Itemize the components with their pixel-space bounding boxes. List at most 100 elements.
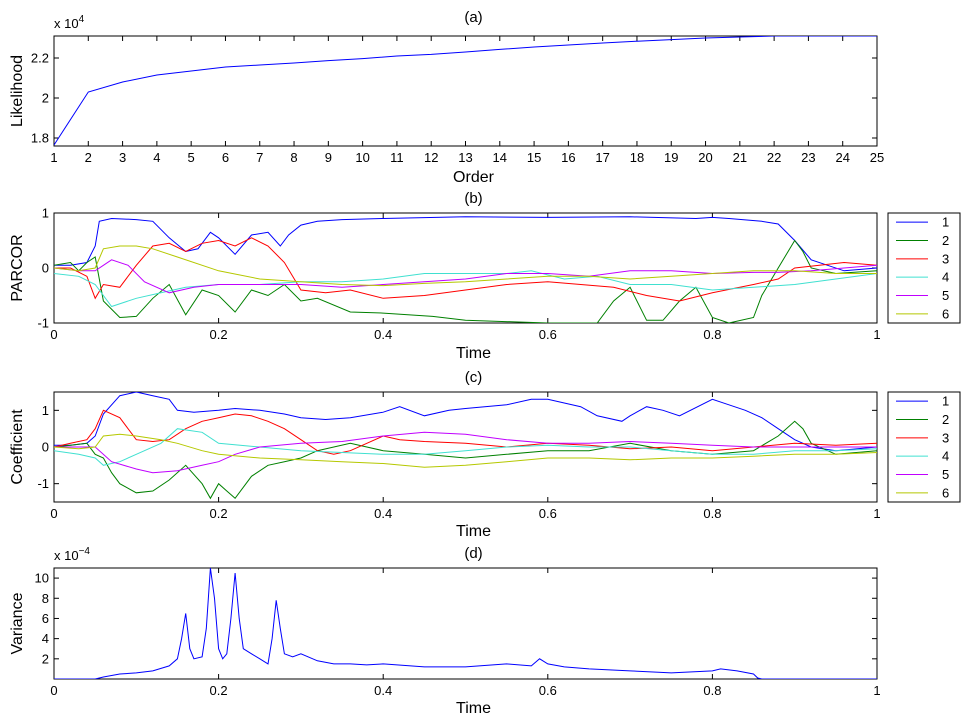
y-axis-label: PARCOR xyxy=(9,234,26,301)
x-tick-label: 16 xyxy=(561,150,575,165)
x-tick-label: 0.2 xyxy=(210,506,228,521)
series-line-1 xyxy=(54,216,877,272)
x-tick-label: 12 xyxy=(424,150,438,165)
x-tick-label: 11 xyxy=(390,150,404,165)
legend-box xyxy=(887,212,961,324)
x-tick-label: 3 xyxy=(119,150,126,165)
axis-exponent: x 10−4 xyxy=(54,546,90,563)
y-tick-label: 6 xyxy=(42,611,49,626)
x-tick-label: 0.6 xyxy=(539,683,557,698)
plot-frame xyxy=(53,212,878,324)
legend-label: 5 xyxy=(942,288,949,303)
y-axis-label: Coefficient xyxy=(9,409,26,485)
x-axis-label: Time xyxy=(456,700,491,717)
x-tick-label: 2 xyxy=(85,150,92,165)
y-axis-label: Variance xyxy=(9,592,26,654)
series-line-2 xyxy=(54,239,877,323)
series-line-5 xyxy=(54,431,877,474)
plot-frame xyxy=(53,567,878,680)
x-tick-label: 5 xyxy=(188,150,195,165)
legend: 1 2 3 4 5 6 xyxy=(887,212,961,324)
x-tick-label: 1 xyxy=(873,327,880,342)
chart-title: (a) xyxy=(464,9,482,26)
y-tick-label: 2 xyxy=(42,651,49,666)
y-tick-label: 0 xyxy=(42,261,49,276)
legend-label: 2 xyxy=(942,412,949,427)
x-tick-label: 0.8 xyxy=(703,683,721,698)
x-tick-label: 0 xyxy=(50,327,57,342)
chart-a: 1 2 3 4 5 6 7 8 9 10 11 12 13 14 15 16 17 18 19 20 21 22 23 24 2… xyxy=(9,9,884,186)
legend-label: 4 xyxy=(942,449,949,464)
legend-label: 6 xyxy=(942,306,949,321)
chart-title: (d) xyxy=(464,545,482,562)
x-tick-label: 24 xyxy=(835,150,849,165)
x-tick-label: 14 xyxy=(493,150,507,165)
chart-d: 0 0.2 0.4 0.6 0.8 1 2 4 6 8 10 x 10−4 (d) Time Varianc… xyxy=(9,545,881,717)
x-tick-label: 0.2 xyxy=(210,683,228,698)
y-tick-label: 10 xyxy=(35,571,49,586)
y-tick-label: 0 xyxy=(42,440,49,455)
x-tick-label: 1 xyxy=(50,150,57,165)
legend-label: 6 xyxy=(942,485,949,500)
x-axis-label: Time xyxy=(456,523,491,540)
series-line-3 xyxy=(54,237,877,302)
x-tick-label: 0.6 xyxy=(539,327,557,342)
x-tick-label: 22 xyxy=(767,150,781,165)
chart-title: (c) xyxy=(465,369,483,386)
x-tick-label: 6 xyxy=(222,150,229,165)
legend-label: 2 xyxy=(942,233,949,248)
x-tick-label: 1 xyxy=(873,683,880,698)
legend-label: 3 xyxy=(942,251,949,266)
x-tick-label: 0.2 xyxy=(210,327,228,342)
exponent-power: −4 xyxy=(79,546,91,557)
y-axis-label: Likelihood xyxy=(9,55,26,127)
series-line-6 xyxy=(54,433,877,468)
axis-exponent: x 104 xyxy=(54,14,85,31)
x-tick-label: 18 xyxy=(630,150,644,165)
x-tick-label: 15 xyxy=(527,150,541,165)
x-tick-label: 1 xyxy=(873,506,880,521)
y-tick-label: 2.2 xyxy=(31,51,49,66)
x-tick-label: 25 xyxy=(870,150,884,165)
series-line-3 xyxy=(54,409,877,455)
y-tick-label: 4 xyxy=(42,631,49,646)
y-tick-label: 8 xyxy=(42,591,49,606)
legend-box xyxy=(887,391,961,503)
x-tick-label: 4 xyxy=(153,150,160,165)
series-line-Likelihood xyxy=(54,36,877,146)
x-tick-label: 0.6 xyxy=(539,506,557,521)
x-tick-label: 0.8 xyxy=(703,506,721,521)
series-line-6 xyxy=(54,245,877,287)
x-axis-label: Time xyxy=(456,345,491,362)
exponent-power: 4 xyxy=(79,14,85,25)
x-tick-label: 0 xyxy=(50,506,57,521)
legend-label: 5 xyxy=(942,467,949,482)
legend-label: 1 xyxy=(942,215,949,230)
x-axis-label: Order xyxy=(453,169,495,186)
x-tick-label: 21 xyxy=(733,150,747,165)
x-tick-label: 7 xyxy=(256,150,263,165)
series-line-2 xyxy=(54,420,877,500)
series-line-4 xyxy=(54,270,877,308)
x-tick-label: 20 xyxy=(698,150,712,165)
exponent-base: x 10 xyxy=(54,16,79,31)
x-tick-label: 23 xyxy=(801,150,815,165)
series-line-4 xyxy=(54,428,877,466)
legend-label: 3 xyxy=(942,430,949,445)
y-tick-label: 2 xyxy=(42,91,49,106)
x-tick-label: 9 xyxy=(325,150,332,165)
x-tick-label: 13 xyxy=(458,150,472,165)
chart-c: 0 0.2 0.4 0.6 0.8 1-101(c)TimeCoefficient1234… xyxy=(9,369,961,540)
legend-label: 1 xyxy=(942,394,949,409)
series-line-1 xyxy=(54,392,877,452)
x-tick-label: 10 xyxy=(355,150,369,165)
x-tick-label: 0.4 xyxy=(374,683,392,698)
x-tick-label: 17 xyxy=(595,150,609,165)
y-tick-label: -1 xyxy=(37,476,49,491)
x-tick-label: 0.8 xyxy=(703,327,721,342)
x-tick-label: 0.4 xyxy=(374,327,392,342)
y-tick-label: 1 xyxy=(42,403,49,418)
y-tick-label: -1 xyxy=(37,316,49,331)
